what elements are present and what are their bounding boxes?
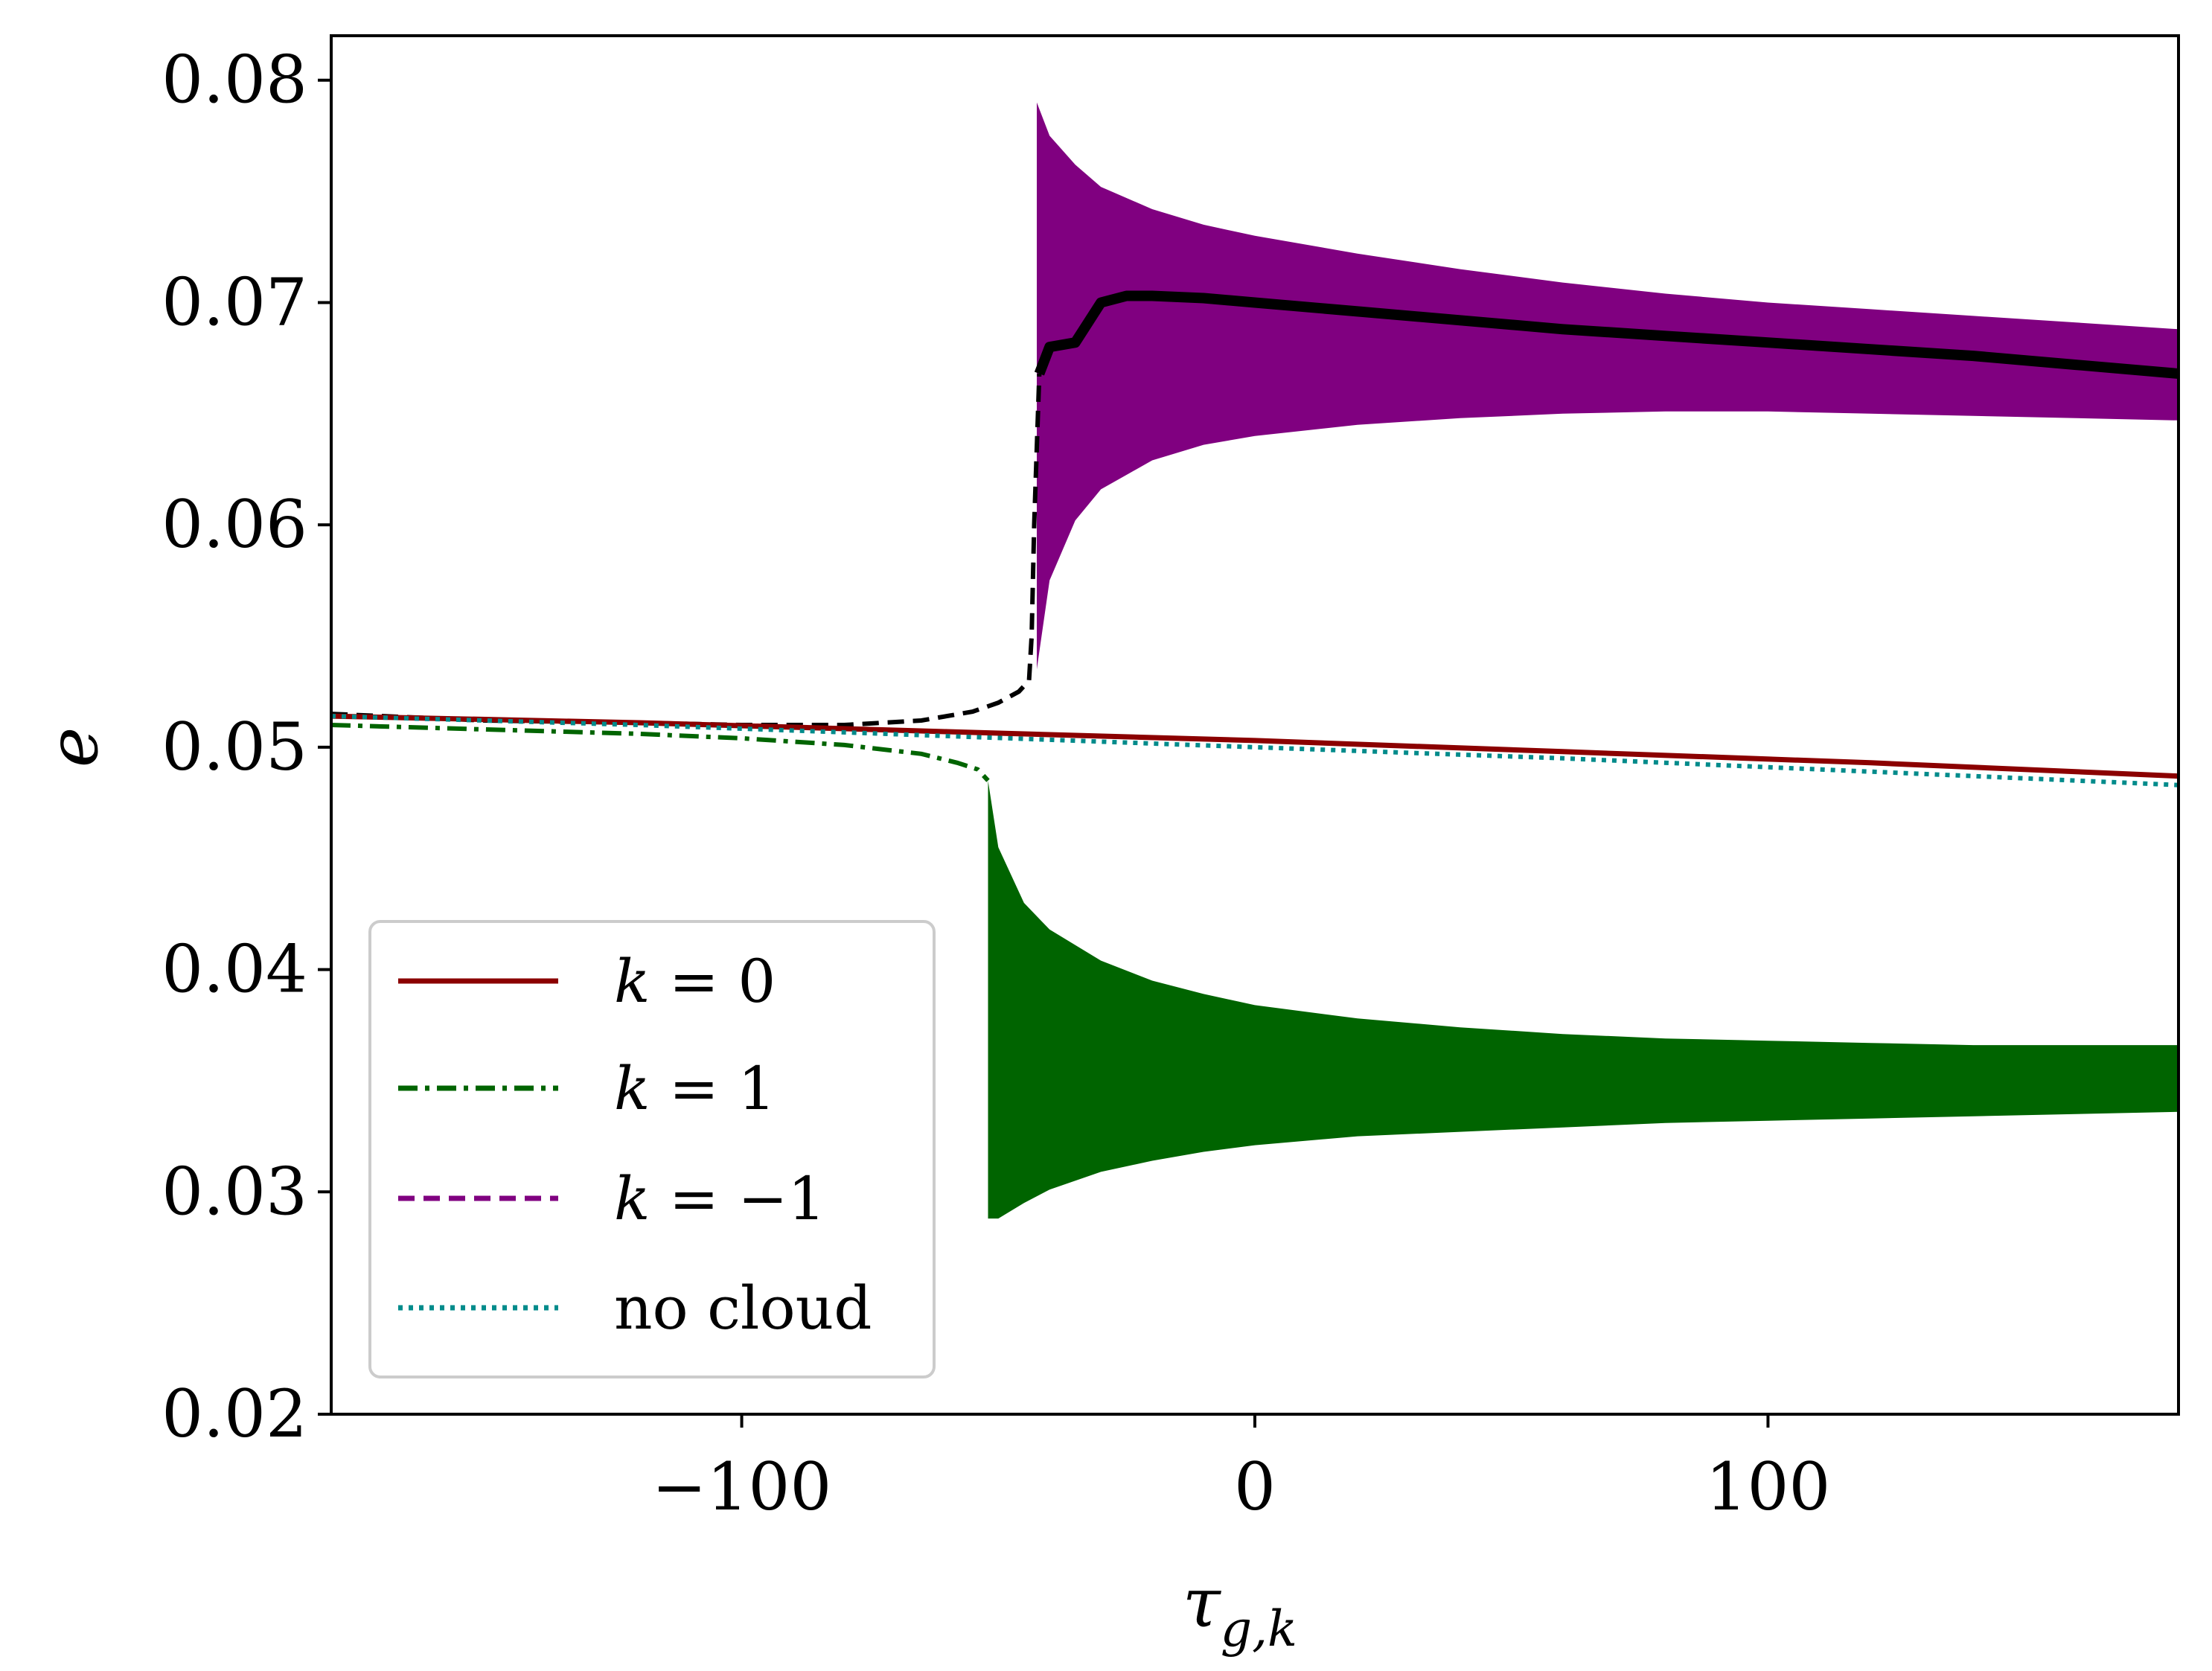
series-2-oscillation-band [1037, 102, 2179, 670]
axes: −100 0 100 0.02 0.03 0.04 0.05 0.06 0.07 0.08 τg,k… [33, 34, 2180, 1658]
series-3-line [331, 714, 2179, 787]
series-2-line [331, 373, 1041, 727]
legend-label-value: = 1 [650, 1054, 776, 1123]
legend-label-0: k = 0 [614, 947, 776, 1016]
x-axis-label-subscript: g,k [1221, 1600, 1297, 1658]
y-axis-label: e [33, 727, 113, 767]
legend-label-value: = −1 [650, 1164, 825, 1233]
legend-label-var: k [614, 1054, 650, 1123]
series-2-mean-trace [1034, 290, 2179, 379]
x-tick-label: 100 [1705, 1448, 1830, 1525]
x-axis-label: τg,k [1183, 1563, 1297, 1658]
y-tick-label: 0.03 [162, 1153, 307, 1230]
plot-area [331, 102, 2179, 1219]
y-tick-label: 0.06 [162, 486, 307, 563]
series-1-oscillation-band [988, 780, 2179, 1219]
legend-label-2: k = −1 [614, 1164, 825, 1233]
legend: k = 0k = 1k = −1no cloud [368, 920, 936, 1378]
legend-label-var: k [614, 1164, 650, 1233]
x-tick-label: −100 [652, 1448, 832, 1525]
y-tick-label: 0.04 [162, 931, 307, 1008]
series-1-line [331, 723, 990, 782]
x-axis-label-base: τ [1183, 1563, 1222, 1643]
y-tick-label: 0.02 [162, 1376, 307, 1452]
y-tick-label: 0.07 [162, 263, 307, 340]
legend-label-3: no cloud [614, 1274, 872, 1343]
y-tick-label: 0.08 [162, 42, 307, 118]
legend-label-value: = 0 [650, 947, 776, 1016]
legend-label-1: k = 1 [614, 1054, 776, 1123]
y-tick-label: 0.05 [162, 709, 307, 785]
series-2-pre-jump-trace [331, 373, 1042, 727]
x-tick-label: 0 [1234, 1448, 1276, 1525]
legend-box [368, 920, 936, 1378]
legend-label-var: k [614, 947, 650, 1016]
series-0-line [331, 713, 2179, 779]
